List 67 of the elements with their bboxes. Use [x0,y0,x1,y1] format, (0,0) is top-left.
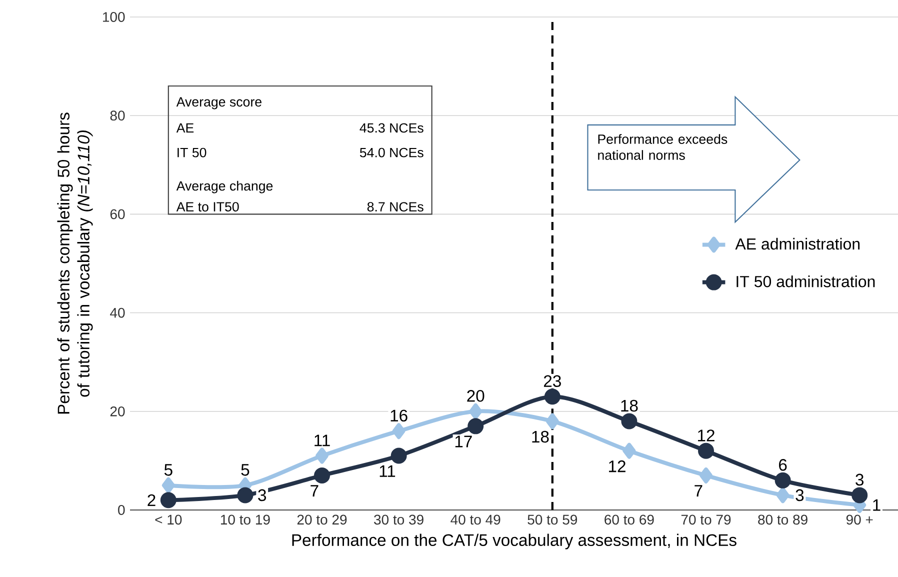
point [546,413,559,430]
y-tick-label: 40 [110,308,125,318]
annotation: 54.0 NCEs [360,148,424,158]
point [622,442,636,459]
point [468,418,484,434]
data-label: 17 [455,436,472,448]
data-label: 23 [544,375,561,387]
y-tick-label: 60 [110,209,125,220]
data-label: 11 [380,465,396,477]
data-label: 3 [796,489,804,502]
data-label: 12 [609,460,626,472]
annotation: AE to IT50 [176,202,239,212]
x-tick-label: 70 to 79 [681,514,731,525]
annotation: Average score [176,97,262,110]
x-tick-label: 30 to 39 [374,514,424,525]
data-label: 1 [873,499,880,511]
legend-label: IT 50 administration [736,275,875,288]
x-tick-label: 10 to 19 [220,514,270,525]
point [469,403,482,420]
point [392,423,406,440]
data-label: 5 [164,464,172,476]
x-tick-label: 50 to 59 [528,514,578,525]
point [776,487,790,504]
data-label: 6 [779,459,787,471]
annotation: IT 50 [178,148,206,158]
y-tick-label: 20 [110,406,125,416]
annotation: 8.7 NCEs [367,202,424,212]
data-label: 5 [241,464,250,476]
data-label: 7 [310,485,318,497]
data-label: 7 [694,485,702,497]
point [852,487,868,504]
point [237,487,254,504]
point [314,467,330,484]
data-label: 12 [698,430,714,442]
y-tick-label: 80 [110,110,125,121]
point [160,492,176,508]
point [774,472,791,488]
annotation: Average change [176,180,273,194]
annotation: AE [176,123,194,132]
data-label: 11 [314,434,330,446]
y-tick-label: 100 [103,12,125,22]
annotation: 45.3 NCEs [360,123,424,133]
data-label: 20 [467,390,484,402]
legend-label: AE administration [735,238,860,250]
x-tick-label: 60 to 69 [604,514,654,525]
point [698,442,714,459]
point [700,467,713,484]
y-tick-label: 0 [118,505,125,515]
data-label: 16 [390,410,408,422]
x-tick-label: 20 to 29 [297,514,347,525]
x-tick-label: 80 to 89 [758,514,808,525]
point [162,477,175,494]
point [390,448,407,464]
x-tick-label: 40 to 49 [450,514,500,525]
point [544,388,560,405]
data-label: 3 [258,489,266,502]
data-label: 18 [621,400,638,412]
data-label: 2 [148,494,156,506]
y-axis-title: Percent of students completing 50 hours of tutoring in vocabulary (N=10,110) [57,112,93,414]
x-axis-title: Performance on the CAT/5 vocabulary assessment, in NCEs [292,534,736,550]
data-label: 3 [856,474,864,486]
point [621,413,638,430]
annotation: Performance exceeds national norms [598,134,728,160]
data-label: 18 [532,430,549,443]
x-tick-label: < 10 [155,514,182,525]
x-tick-label: 90 + [846,514,873,525]
point [316,448,329,464]
